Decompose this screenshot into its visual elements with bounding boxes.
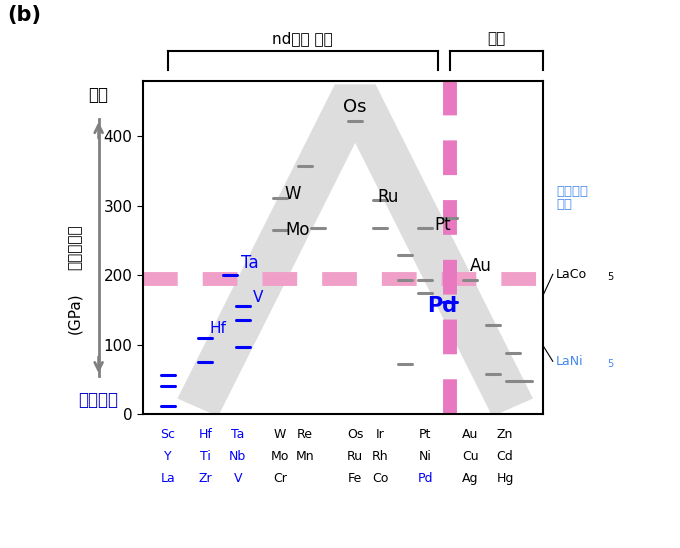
Text: LaNi: LaNi [556, 355, 584, 368]
Text: Ir: Ir [376, 428, 385, 441]
Text: Zn: Zn [497, 428, 513, 441]
Text: Os: Os [343, 98, 367, 116]
Text: Hf: Hf [199, 428, 212, 441]
Text: 材料: 材料 [556, 198, 572, 211]
Text: 水素吸蔵: 水素吸蔵 [556, 185, 588, 198]
Text: Os: Os [347, 428, 363, 441]
Text: Pt: Pt [419, 428, 431, 441]
Text: La: La [160, 472, 175, 485]
Text: Mn: Mn [296, 450, 315, 463]
Polygon shape [177, 84, 533, 416]
Text: W: W [274, 428, 286, 441]
Text: 体積弾性率: 体積弾性率 [67, 225, 82, 270]
Text: Ni: Ni [419, 450, 432, 463]
Text: Re: Re [297, 428, 313, 441]
Text: W: W [284, 185, 301, 203]
Text: Pd: Pd [418, 472, 433, 485]
Text: Au: Au [462, 428, 478, 441]
Text: Sc: Sc [160, 428, 175, 441]
Text: 5: 5 [607, 358, 613, 368]
Text: Rh: Rh [372, 450, 388, 463]
Text: 硬い: 硬い [88, 86, 109, 104]
Text: V: V [233, 472, 242, 485]
Text: Ta: Ta [241, 254, 259, 272]
Text: 5: 5 [607, 271, 613, 282]
Text: Nb: Nb [229, 450, 246, 463]
Text: Mo: Mo [286, 221, 310, 239]
Text: Ti: Ti [200, 450, 211, 463]
Text: Mo: Mo [271, 450, 290, 463]
Text: Pd: Pd [428, 296, 458, 316]
Text: Zr: Zr [199, 472, 212, 485]
Text: Ta: Ta [231, 428, 244, 441]
Text: Cr: Cr [273, 472, 287, 485]
Text: (GPa): (GPa) [67, 293, 82, 334]
Text: 閉殻: 閉殻 [488, 31, 505, 46]
Text: Hg: Hg [496, 472, 514, 485]
Text: Pt: Pt [435, 216, 451, 235]
Text: Cu: Cu [462, 450, 479, 463]
Text: Ru: Ru [347, 450, 363, 463]
Text: Y: Y [164, 450, 171, 463]
Text: Au: Au [470, 258, 492, 276]
Text: Co: Co [372, 472, 388, 485]
Text: Cd: Cd [497, 450, 513, 463]
Text: nd軌道 開殻: nd軌道 開殻 [273, 31, 333, 46]
Text: 軟らかい: 軟らかい [79, 391, 118, 409]
Text: V: V [252, 289, 263, 305]
Text: LaCo: LaCo [556, 268, 588, 281]
Text: Ru: Ru [377, 189, 398, 207]
Text: Hf: Hf [209, 321, 226, 336]
Text: Ag: Ag [462, 472, 479, 485]
Text: (b): (b) [7, 5, 41, 25]
Text: Fe: Fe [348, 472, 362, 485]
